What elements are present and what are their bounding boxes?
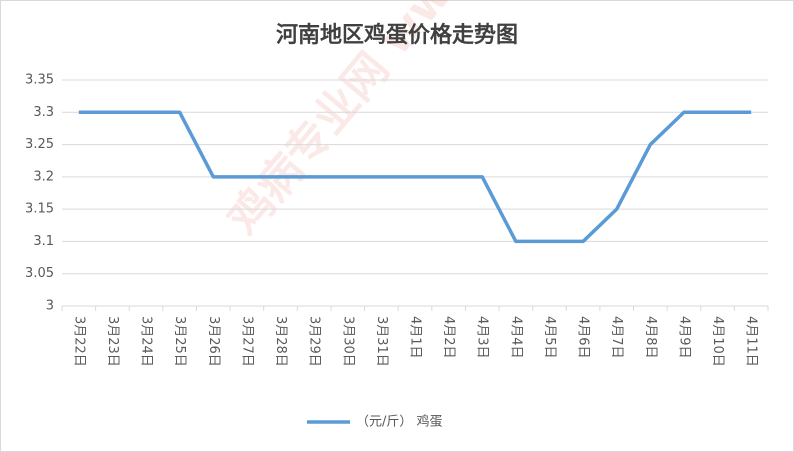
x-tick-label: 3月30日 — [340, 316, 355, 367]
x-tick-label: 4月4日 — [508, 316, 523, 359]
chart-title: 河南地区鸡蛋价格走势图 — [276, 22, 518, 48]
y-tick-label: 3.15 — [25, 202, 54, 217]
y-tick-label: 3.35 — [25, 73, 54, 88]
line — [78, 110, 752, 244]
y-tick-label: 3.1 — [33, 234, 54, 249]
x-tick-label: 3月24日 — [139, 316, 154, 367]
x-tick-label: 4月11日 — [744, 316, 759, 367]
x-tick-label: 3月22日 — [71, 316, 86, 367]
x-tick-label: 3月26日 — [206, 316, 221, 367]
x-tick-label: 4月1日 — [408, 316, 423, 359]
x-tick-label: 4月5日 — [542, 316, 557, 359]
x-tick-label: 4月10日 — [710, 316, 725, 367]
y-tick-label: 3.3 — [33, 105, 54, 120]
y-tick-label: 3.25 — [25, 137, 54, 152]
x-tick-label: 4月2日 — [441, 316, 456, 359]
x-tick-label: 4月7日 — [609, 316, 624, 359]
x-tick-label: 4月9日 — [676, 316, 691, 359]
y-tick-label: 3.2 — [33, 169, 54, 184]
x-tick-label: 3月27日 — [239, 316, 254, 367]
x-tick-label: 4月8日 — [643, 316, 658, 359]
y-tick-label: 3.05 — [25, 266, 54, 281]
x-tick-label: 3月28日 — [273, 316, 288, 367]
x-tick-label: 4月6日 — [576, 316, 591, 359]
x-tick-label: 3月31日 — [374, 316, 389, 367]
x-tick-label: 3月23日 — [105, 316, 120, 367]
x-tick-label: 3月29日 — [307, 316, 322, 367]
legend-label: （元/斤） 鸡蛋 — [356, 414, 443, 430]
y-tick-label: 3 — [46, 299, 54, 314]
x-tick-label: 3月25日 — [172, 316, 187, 367]
x-tick-label: 4月3日 — [475, 316, 490, 359]
